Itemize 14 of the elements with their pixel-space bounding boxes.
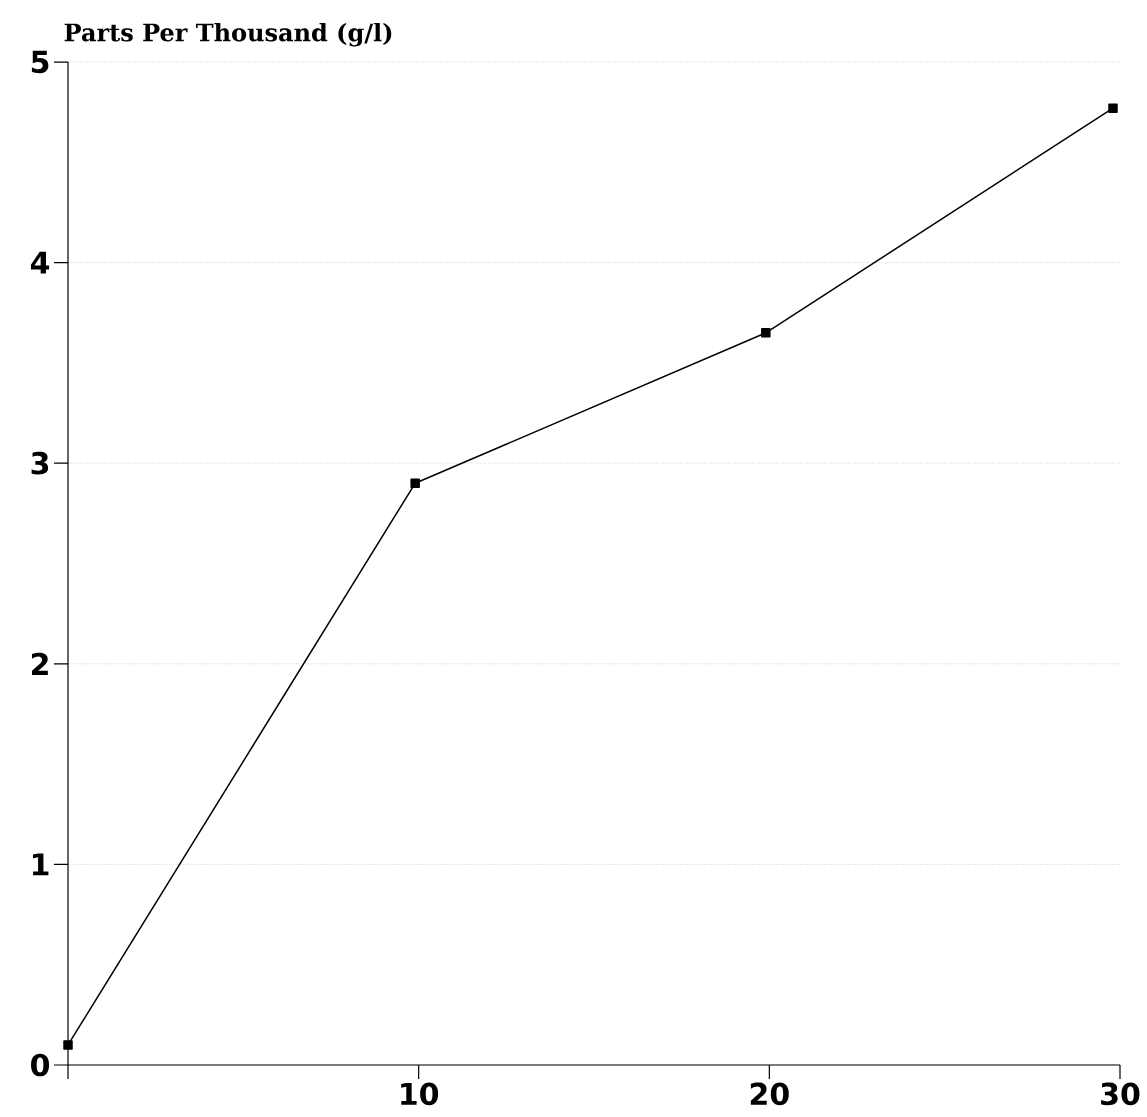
x-tick-label: 10 — [401, 1082, 439, 1106]
y-tick-label: 5 — [31, 50, 49, 74]
y-tick-label: 1 — [32, 853, 49, 876]
y-axis-title: Parts Per Thousand (g/l) — [64, 22, 392, 47]
x-tick-label: 20 — [750, 1082, 789, 1106]
y-tick-label: 3 — [31, 451, 49, 475]
y-tick-label: 0 — [31, 1053, 50, 1077]
point — [761, 328, 771, 338]
y-tick-label: 2 — [31, 652, 48, 675]
x-tick-label: 30 — [1101, 1082, 1140, 1106]
y-tick-label: 4 — [30, 251, 50, 274]
point — [410, 478, 420, 489]
point — [63, 1040, 73, 1050]
point — [1108, 103, 1118, 113]
